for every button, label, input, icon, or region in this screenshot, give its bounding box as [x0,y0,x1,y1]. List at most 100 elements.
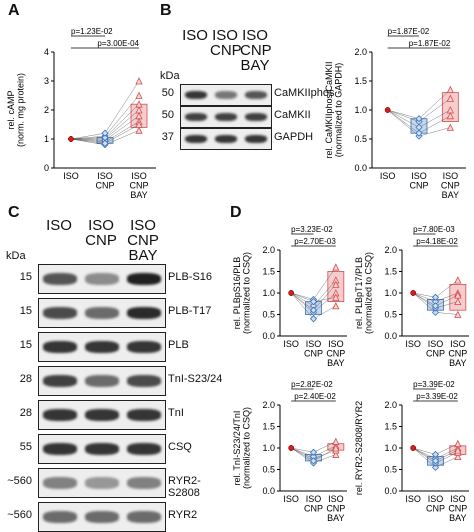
p-value-label: p=3.39E-02 [413,380,455,389]
y-tick-label: 1.5 [354,76,367,86]
protein-band [85,307,119,319]
chart-plb-s16: 0.0 0.5 1.0 1.5 2.0 rel. PLBpS16/PLB(normaliz… [228,220,353,370]
x-tick-label: ISO CNP [95,171,114,190]
data-point [332,437,340,445]
data-point [415,129,423,137]
data-point [454,439,462,448]
blot-label: RYR2-S2808 [168,475,201,499]
blot-label: PLB-T17 [168,305,212,317]
blot-label: CSQ [168,441,192,453]
data-point [446,85,454,94]
protein-band [127,273,161,285]
x-tick-label: ISO CNP BAY [129,171,148,200]
data-point [309,306,318,314]
data-point [446,123,454,131]
panel-letter-d: D [230,204,242,221]
p-value-label: p=4.18E-02 [416,237,458,246]
data-point [431,457,440,465]
protein-band [245,91,267,99]
blot-label: PLB [168,339,189,351]
protein-band [245,113,267,121]
x-tick-label: ISO CNP [426,339,445,358]
p-value-label: p=1.23E-02 [71,27,113,36]
chart-camp: 0 1 2 3 4 rel. cAMP(norm. mg protein) ISO ISO CN… [2,22,162,202]
data-point [332,280,340,288]
kda-marker: 50 [161,109,174,121]
x-tick-label: ISO CNP [426,494,445,513]
protein-band [185,113,207,121]
data-point [454,276,462,284]
y-tick-label: 0.5 [384,465,397,475]
data-point [431,308,440,316]
protein-band [127,307,161,319]
protein-band [127,511,161,523]
y-tick-label: 1.0 [262,443,275,453]
x-tick-label: ISO CNP BAY [326,494,345,523]
kda-marker: ~560 [7,509,32,521]
data-point [135,126,143,134]
y-tick-label: 1.5 [384,422,397,432]
kda-header: kDa [160,70,180,82]
y-axis-label: rel. CaMKIIphos/CaMKII(normalized to GAP… [324,61,343,158]
blot-strip [180,128,272,150]
y-tick-label: 2 [44,105,49,115]
data-point [101,139,109,147]
p-value-label: p=3.39E-02 [416,392,458,401]
y-tick-label: 3 [44,76,49,86]
y-tick-label: 1.0 [354,105,367,115]
protein-band [185,135,207,143]
protein-band [43,443,77,455]
y-tick-label: 0.0 [354,163,367,173]
blot-label: RYR2 [168,509,198,521]
p-value-label: p=1.87E-02 [409,39,451,48]
protein-band [215,113,237,121]
data-point [309,315,318,323]
y-tick-label: 2.0 [262,400,275,410]
y-tick-label: 1.0 [384,288,397,298]
data-point [135,100,143,108]
data-point [410,445,416,451]
y-tick-label: 2.0 [354,47,367,57]
panel-letter-c: C [8,204,20,221]
blot-label: CaMKIIphos [274,87,335,99]
y-tick-label: 0.5 [262,310,275,320]
lane-header: ISO CNP [85,217,117,249]
lane-header: ISO [46,217,72,234]
protein-band [215,91,237,99]
subject-line [387,89,451,119]
x-tick-label: ISO CNP [409,171,428,190]
blot-label: TnI-S23/24 [168,373,223,385]
protein-band [43,511,77,523]
panel-letter-a: A [8,2,20,19]
protein-band [43,273,77,285]
blot-label: CaMKII [274,109,311,121]
x-tick-label: ISO [63,171,79,181]
y-tick-label: 1.0 [262,288,275,298]
p-value-label: p=2.40E-02 [294,392,336,401]
chart-ryr2: 0.0 0.5 1.0 1.5 2.0 rel. RYR2-S2808/RYR2 ISO IS… [350,375,474,525]
data-point [135,111,143,120]
x-tick-label: ISO [283,494,299,504]
kda-header: kDa [6,250,26,262]
protein-band [127,375,161,387]
blot-strip [38,434,166,464]
kda-marker: 15 [19,339,32,351]
protein-band [85,443,119,455]
data-point [288,445,294,451]
blot-strip [38,468,166,498]
y-axis-label: rel. cAMP(norm. mg protein) [6,73,25,147]
protein-band [85,477,119,489]
data-point [454,297,462,305]
protein-band [85,375,119,387]
kda-marker: 15 [19,271,32,283]
protein-band [245,135,267,143]
lane-header: ISO [182,27,208,44]
y-tick-label: 1.5 [262,422,275,432]
protein-band [85,511,119,523]
data-point [415,115,423,123]
blot-strip [38,366,166,396]
protein-band [43,375,77,387]
data-point [446,94,454,102]
lane-header: ISO CNP [210,27,242,59]
p-value-label: p=2.70E-03 [294,237,336,246]
